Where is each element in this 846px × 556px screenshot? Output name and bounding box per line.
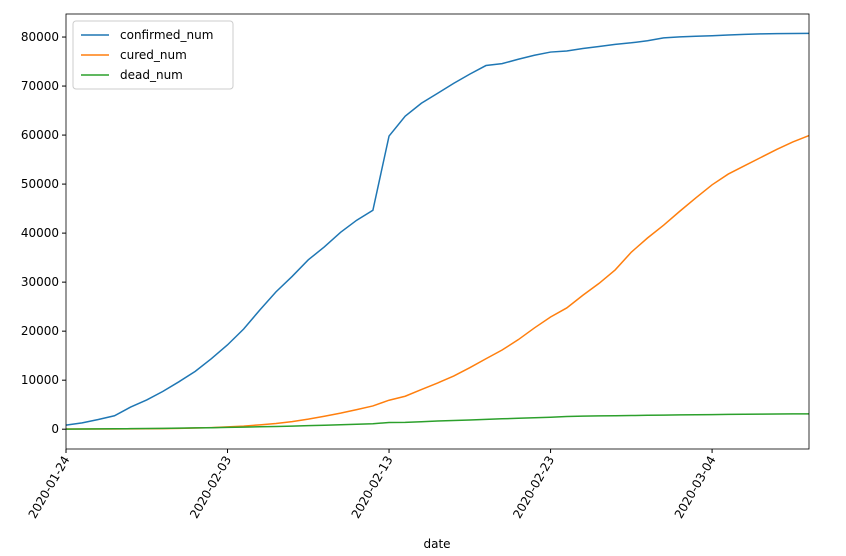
- x-tick-label: 2020-02-13: [349, 454, 396, 521]
- x-tick-label: 2020-01-24: [26, 454, 73, 521]
- series-line: [65, 32, 810, 426]
- legend: confirmed_num cured_num dead_num: [72, 20, 234, 90]
- x-tick-label: 2020-02-23: [510, 454, 557, 521]
- x-tick-label: 2020-03-04: [672, 454, 719, 521]
- y-tick-label: 20000: [21, 324, 59, 338]
- y-tick-label: 30000: [21, 275, 59, 289]
- legend-label: confirmed_num: [120, 28, 213, 42]
- x-tick-label: 2020-02-03: [187, 454, 234, 521]
- y-tick-label: 10000: [21, 373, 59, 387]
- series-line: [65, 413, 810, 430]
- y-tick-label: 70000: [21, 79, 59, 93]
- x-axis-label: date: [423, 537, 450, 551]
- y-tick-label: 50000: [21, 177, 59, 191]
- y-tick-label: 60000: [21, 128, 59, 142]
- legend-box: [72, 20, 234, 90]
- y-tick-label: 80000: [21, 30, 59, 44]
- plot-frame: [65, 13, 810, 450]
- legend-label: dead_num: [120, 68, 183, 82]
- y-tick-label: 0: [51, 422, 59, 436]
- series-line: [65, 134, 810, 430]
- y-tick-label: 40000: [21, 226, 59, 240]
- legend-label: cured_num: [120, 48, 187, 62]
